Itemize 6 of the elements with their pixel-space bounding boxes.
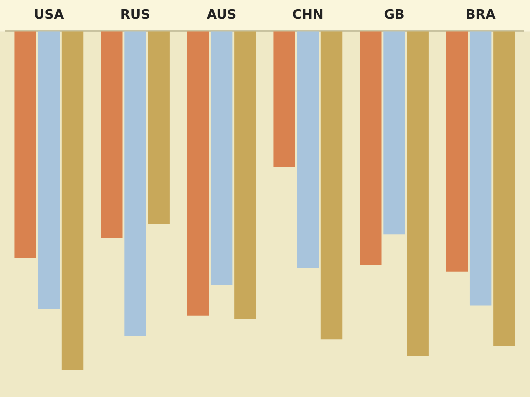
x-tick-label: GB [384, 8, 405, 24]
x-tick-label: BRA [466, 8, 496, 24]
x-tick-label: RUS [120, 8, 150, 24]
x-tick-label: USA [34, 8, 64, 24]
x-tick-label: AUS [207, 8, 237, 24]
x-tick-label: CHN [292, 8, 324, 24]
